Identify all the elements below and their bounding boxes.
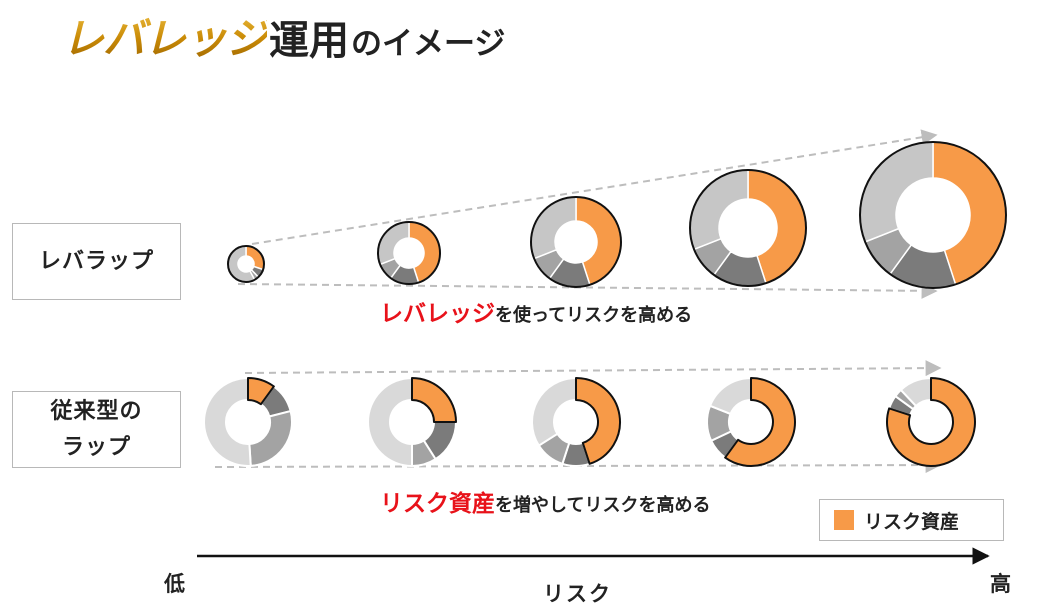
legend-label: リスク資産 [864,510,960,533]
other-asset-segment [859,141,934,243]
guide-arrow-lower [237,282,938,299]
axis-name-label: リスク [543,582,612,606]
risk-asset-segment [411,377,457,423]
row-label-traditional-wrap: 従来型の ラップ [12,391,181,468]
other-asset-segment [531,377,577,447]
donut-levewrap-2 [377,221,441,285]
row-label-line-1: 従来型の [50,398,143,424]
title-suffix: のイメージ [351,26,506,62]
risk-asset-segment [247,377,275,406]
guide-arrow-upper-2 [244,360,942,377]
donut-row-levewrap [227,141,1007,289]
donut-outline [530,196,622,288]
caption-leverage: レバレッジを使ってリスクを高める [380,294,692,328]
risk-asset-segment [724,377,796,467]
guide-arrow-upper [251,129,938,245]
donut-levewrap-3 [530,196,622,288]
axis-high-label: 高 [990,572,1011,596]
other-asset-segment [530,196,577,260]
axis-low-label: 低 [164,572,185,596]
donut-outline [689,169,807,287]
risk-asset-segment [575,377,621,465]
legend: リスク資産 [819,499,1004,541]
other-asset-segment [203,377,252,467]
donut-traditional-2 [367,377,457,467]
donut-levewrap-4 [689,169,807,287]
row-label-line-2: ラップ [61,434,131,460]
donut-outline [859,141,1007,289]
page-title: レバレッジ 運用 のイメージ [62,10,505,66]
title-highlight: レバレッジ [62,5,268,66]
donut-outline [227,245,265,283]
donut-levewrap-5 [859,141,1007,289]
donut-outline [377,221,441,285]
donut-row-traditional [203,377,976,467]
caption-traditional: リスク資産を増やしてリスクを高める [380,484,710,518]
other-asset-segment [367,377,413,467]
row-label-levewrap: レバラップ [12,223,181,300]
legend-swatch [834,510,854,530]
caption-traditional-emphasis: リスク資産 [380,491,495,517]
row-label-text: レバラップ [38,248,154,274]
donut-traditional-1 [203,377,293,467]
risk-asset-segment [886,377,976,467]
caption-traditional-text: を増やしてリスクを高める [495,495,711,516]
caption-leverage-emphasis: レバレッジ [380,301,495,327]
donut-traditional-3 [531,377,621,467]
other-asset-segment [689,169,749,251]
title-main: 運用 [269,18,350,64]
caption-leverage-text: を使ってリスクを高める [495,305,693,326]
other-asset-segment [248,410,293,467]
donut-levewrap-1 [227,245,265,283]
donut-traditional-4 [706,377,796,467]
other-asset-segment [377,221,410,266]
donut-traditional-5 [886,377,976,467]
other-asset-segment [709,377,752,415]
